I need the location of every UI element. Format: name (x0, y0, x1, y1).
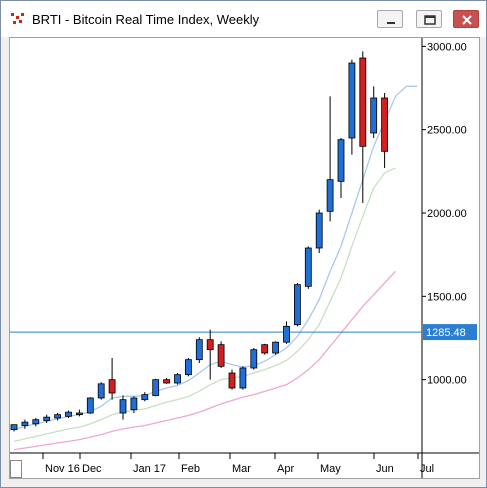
candle-down (261, 344, 269, 354)
candle-down (108, 379, 116, 394)
candle-down (381, 97, 389, 152)
window-title: BRTI - Bitcoin Real Time Index, Weekly (32, 12, 260, 27)
chart-panel[interactable]: 3000.00 2500.00 2000.00 1500.00 1000.00 Nov 1… (9, 37, 480, 479)
title-bar[interactable]: BRTI - Bitcoin Real Time Index, Weekly (1, 1, 486, 37)
candle-up (97, 383, 105, 399)
candle-up (141, 394, 149, 401)
ema-fast-line (13, 85, 418, 431)
candle-up (250, 349, 258, 369)
candle-up (21, 421, 29, 426)
candle-up (348, 62, 356, 139)
x-tick-label: Jul (420, 463, 434, 475)
restore-icon (424, 15, 436, 25)
candle-up (337, 139, 345, 182)
candle-down (359, 57, 367, 147)
candle-up (184, 359, 192, 376)
x-tick-label: Apr (277, 463, 294, 475)
candle-up (130, 397, 138, 411)
candle-up (195, 339, 203, 361)
x-tick-label: Feb (181, 463, 200, 475)
restore-button[interactable] (416, 10, 442, 28)
minimize-icon (387, 22, 395, 24)
candle-up (174, 374, 181, 384)
candle-up (283, 325, 290, 343)
candle-up (32, 419, 40, 425)
candle-up (43, 416, 51, 421)
y-tick-label: 1000.00 (427, 375, 467, 387)
y-tick-label: 1500.00 (427, 291, 467, 303)
candle-up (315, 212, 323, 249)
x-tick-label: Mar (232, 463, 251, 475)
candle-up (152, 379, 160, 396)
ema-mid-line (13, 167, 396, 442)
y-tick-label: 2000.00 (427, 208, 467, 220)
close-button[interactable] (453, 10, 479, 28)
candle-up (370, 97, 378, 134)
x-tick-label: Jun (376, 463, 394, 475)
x-tick-label: May (320, 463, 341, 475)
scroll-handle[interactable] (10, 460, 22, 478)
candle-down (228, 372, 236, 389)
candle-up (119, 399, 127, 414)
minimize-button[interactable] (377, 10, 403, 28)
candle-down (206, 339, 214, 351)
current-price-label-bg (423, 324, 477, 341)
candle-up (86, 397, 94, 414)
candle-up (54, 414, 61, 419)
candlestick-chart[interactable]: 3000.00 2500.00 2000.00 1500.00 1000.00 Nov 1… (10, 38, 479, 478)
candle-up (10, 424, 18, 431)
candle-down (163, 379, 171, 384)
current-price-label: 1285.48 (426, 327, 466, 339)
app-chart-icon (11, 13, 24, 24)
candle-up (326, 179, 334, 212)
candle-up (272, 341, 280, 354)
x-tick-label: Dec (82, 463, 102, 475)
y-tick-label: 3000.00 (427, 41, 467, 53)
x-tick-label: Jan 17 (133, 463, 166, 475)
candle-up (304, 247, 312, 287)
close-icon (462, 15, 472, 25)
y-tick-label: 2500.00 (427, 125, 467, 137)
ema-slow-line (13, 270, 396, 451)
candle-up (239, 367, 247, 389)
candle-up (293, 284, 301, 326)
x-tick-label: Nov 16 (45, 463, 80, 475)
candle-up (76, 412, 83, 416)
candle-down (217, 344, 225, 367)
candle-up (65, 411, 72, 417)
